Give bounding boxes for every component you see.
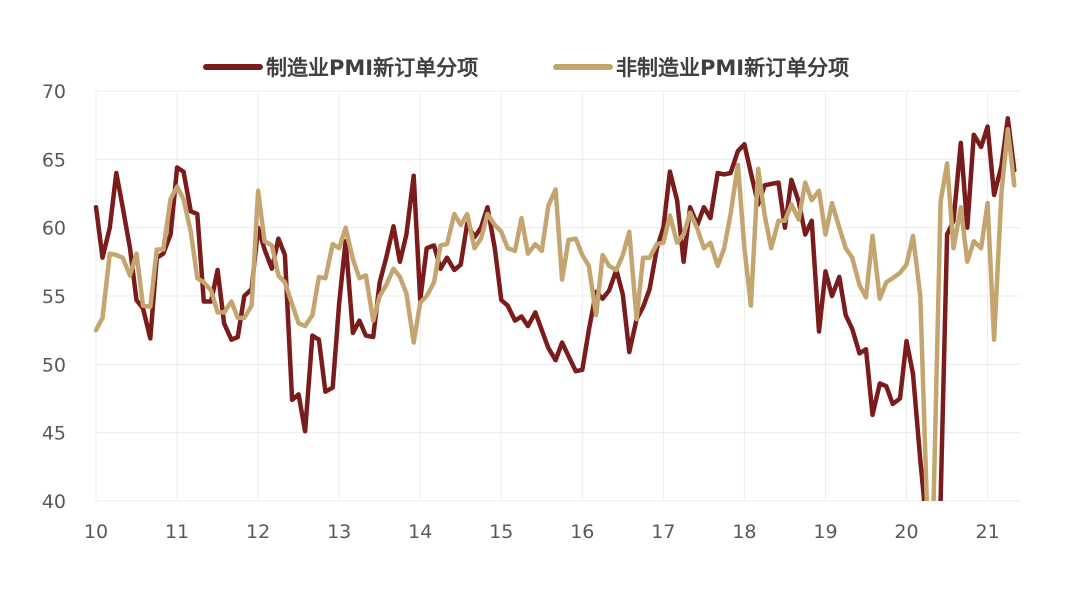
x-tick-label: 10: [84, 521, 108, 543]
legend: 制造业PMI新订单分项 非制造业PMI新订单分项: [203, 56, 849, 80]
y-tick-label: 40: [42, 491, 66, 513]
y-tick-label: 50: [42, 354, 66, 376]
series-line-manufacturing: [93, 116, 1017, 501]
x-tick-label: 11: [165, 521, 189, 543]
x-tick-label: 17: [651, 521, 675, 543]
legend-label-manufacturing: 制造业PMI新订单分项: [266, 56, 478, 80]
y-tick-label: 65: [42, 149, 66, 171]
y-tick-label: 45: [42, 423, 66, 445]
y-tick-label: 55: [42, 286, 66, 308]
x-tick-label: 14: [408, 521, 432, 543]
y-tick-label: 70: [42, 81, 66, 103]
x-tick-label: 20: [894, 521, 918, 543]
legend-label-non-manufacturing: 非制造业PMI新订单分项: [616, 56, 849, 80]
y-tick-label: 60: [42, 218, 66, 240]
x-tick-label: 21: [975, 521, 999, 543]
x-tick-label: 16: [570, 521, 594, 543]
x-tick-label: 19: [813, 521, 837, 543]
x-tick-label: 12: [246, 521, 270, 543]
y-axis: 40 45 50 55 60 65 70: [42, 81, 66, 513]
x-tick-label: 15: [489, 521, 513, 543]
x-tick-label: 13: [327, 521, 351, 543]
x-tick-label: 18: [732, 521, 756, 543]
series-layer: [93, 116, 1017, 501]
x-axis: 10 11 12 13 14 15 16 17 18 19 20 21: [84, 521, 1000, 543]
series-line-non-manufacturing: [93, 127, 1017, 501]
